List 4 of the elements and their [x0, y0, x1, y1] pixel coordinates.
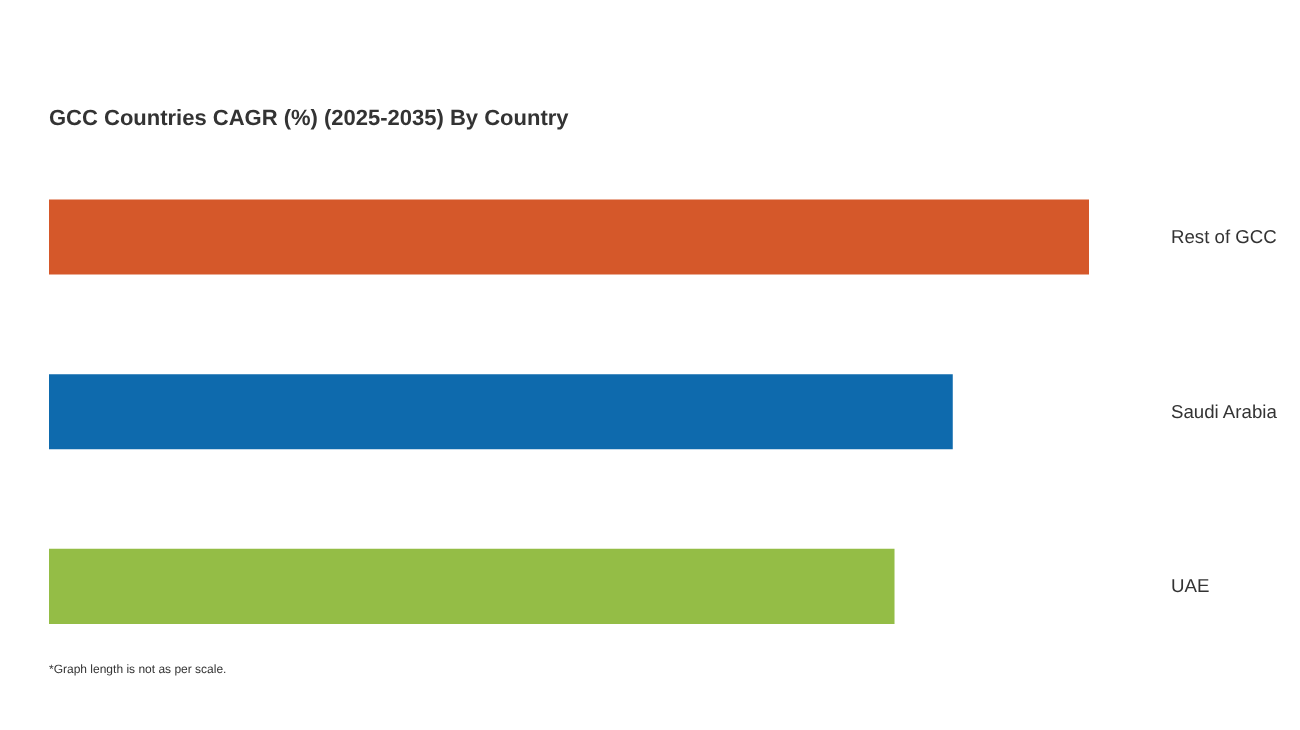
y-tick-label: UAE	[1171, 576, 1210, 597]
y-tick-label: Saudi Arabia	[1171, 401, 1279, 422]
y-tick-label: Rest of GCC	[1171, 227, 1278, 248]
chart-title: GCC Countries CAGR (%) (2025-2035) By Country	[49, 107, 571, 131]
